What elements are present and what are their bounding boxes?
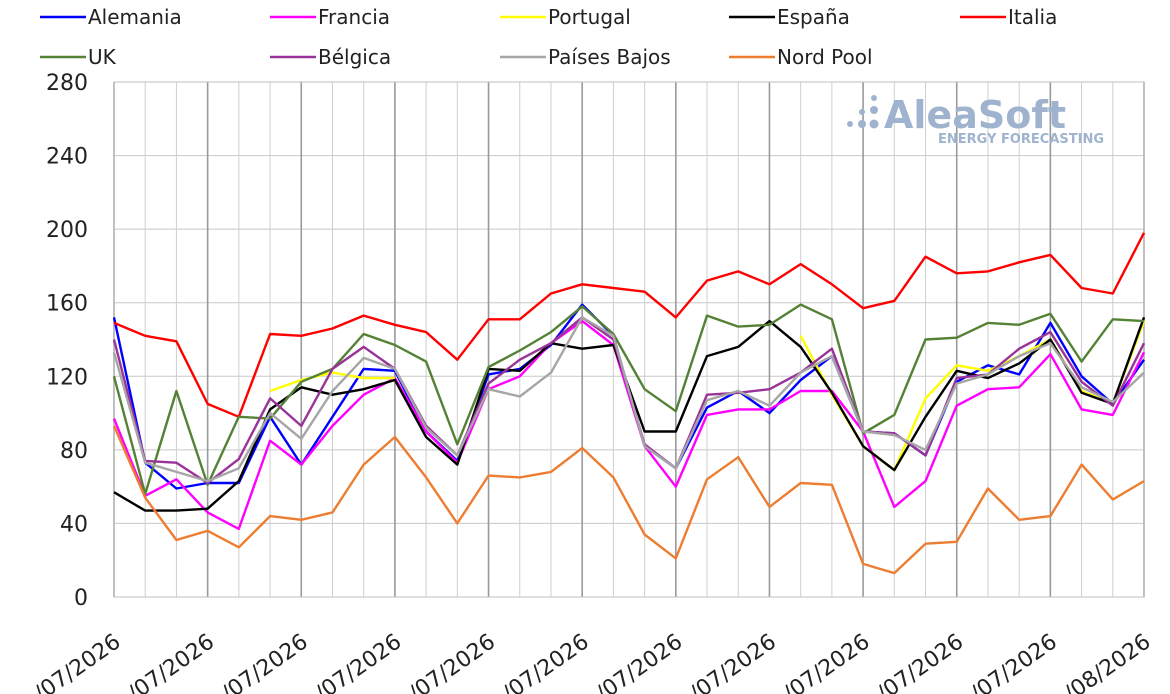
x-tick-label: /07/2026: [217, 629, 312, 694]
x-tick-label: /07/2026: [498, 629, 593, 694]
x-tick-label: /07/2026: [779, 629, 874, 694]
series-line-países-bajos: [112, 316, 1145, 483]
x-tick-label: /07/2026: [30, 629, 125, 694]
aleasoft-logo-dots-icon: [847, 95, 879, 129]
y-tick-label: 0: [74, 586, 88, 611]
series-lines: [112, 232, 1146, 575]
x-axis: /07/2026/07/2026/07/2026/07/2026/07/2026…: [30, 629, 1155, 694]
y-axis: 0 40 80 120 160 200 240 280: [46, 71, 88, 611]
x-tick-label: /07/2026: [967, 629, 1062, 694]
y-tick-label: 200: [46, 218, 88, 243]
watermark-tagline: ENERGY FORECASTING: [938, 132, 1104, 147]
legend-label: Francia: [318, 5, 390, 29]
y-tick-label: 280: [46, 71, 88, 96]
series-line-uk: [112, 303, 1145, 496]
watermark-name: AleaSoft: [884, 93, 1066, 137]
y-tick-label: 240: [46, 145, 88, 170]
x-tick-label: /07/2026: [124, 629, 219, 694]
x-tick-label: /08/2026: [1060, 629, 1155, 694]
legend-label: Bélgica: [318, 45, 391, 69]
aleasoft-watermark: AleaSoft ENERGY FORECASTING: [847, 93, 1104, 147]
legend-label: UK: [88, 45, 117, 69]
y-tick-label: 120: [46, 365, 88, 390]
series-line-italia: [113, 232, 1146, 418]
legend-label: Países Bajos: [548, 45, 671, 69]
series-line-bélgica: [112, 316, 1146, 485]
series-line-nord-pool: [112, 425, 1145, 575]
legend-label: Portugal: [548, 5, 631, 29]
legend-label: España: [777, 5, 850, 29]
x-tick-label: /07/2026: [686, 629, 781, 694]
x-tick-label: /07/2026: [873, 629, 968, 694]
legend: Alemania Francia Portugal España Italia UK Bél…: [40, 5, 1057, 69]
y-tick-label: 80: [60, 439, 88, 464]
legend-label: Italia: [1008, 5, 1057, 29]
legend-label: Nord Pool: [777, 45, 873, 69]
legend-label: Alemania: [88, 5, 182, 29]
x-tick-label: /07/2026: [592, 629, 687, 694]
y-tick-label: 40: [60, 512, 88, 537]
x-tick-label: /07/2026: [311, 629, 406, 694]
y-tick-label: 160: [46, 292, 88, 317]
x-tick-label: /07/2026: [405, 629, 500, 694]
series-line-francia: [112, 319, 1146, 531]
